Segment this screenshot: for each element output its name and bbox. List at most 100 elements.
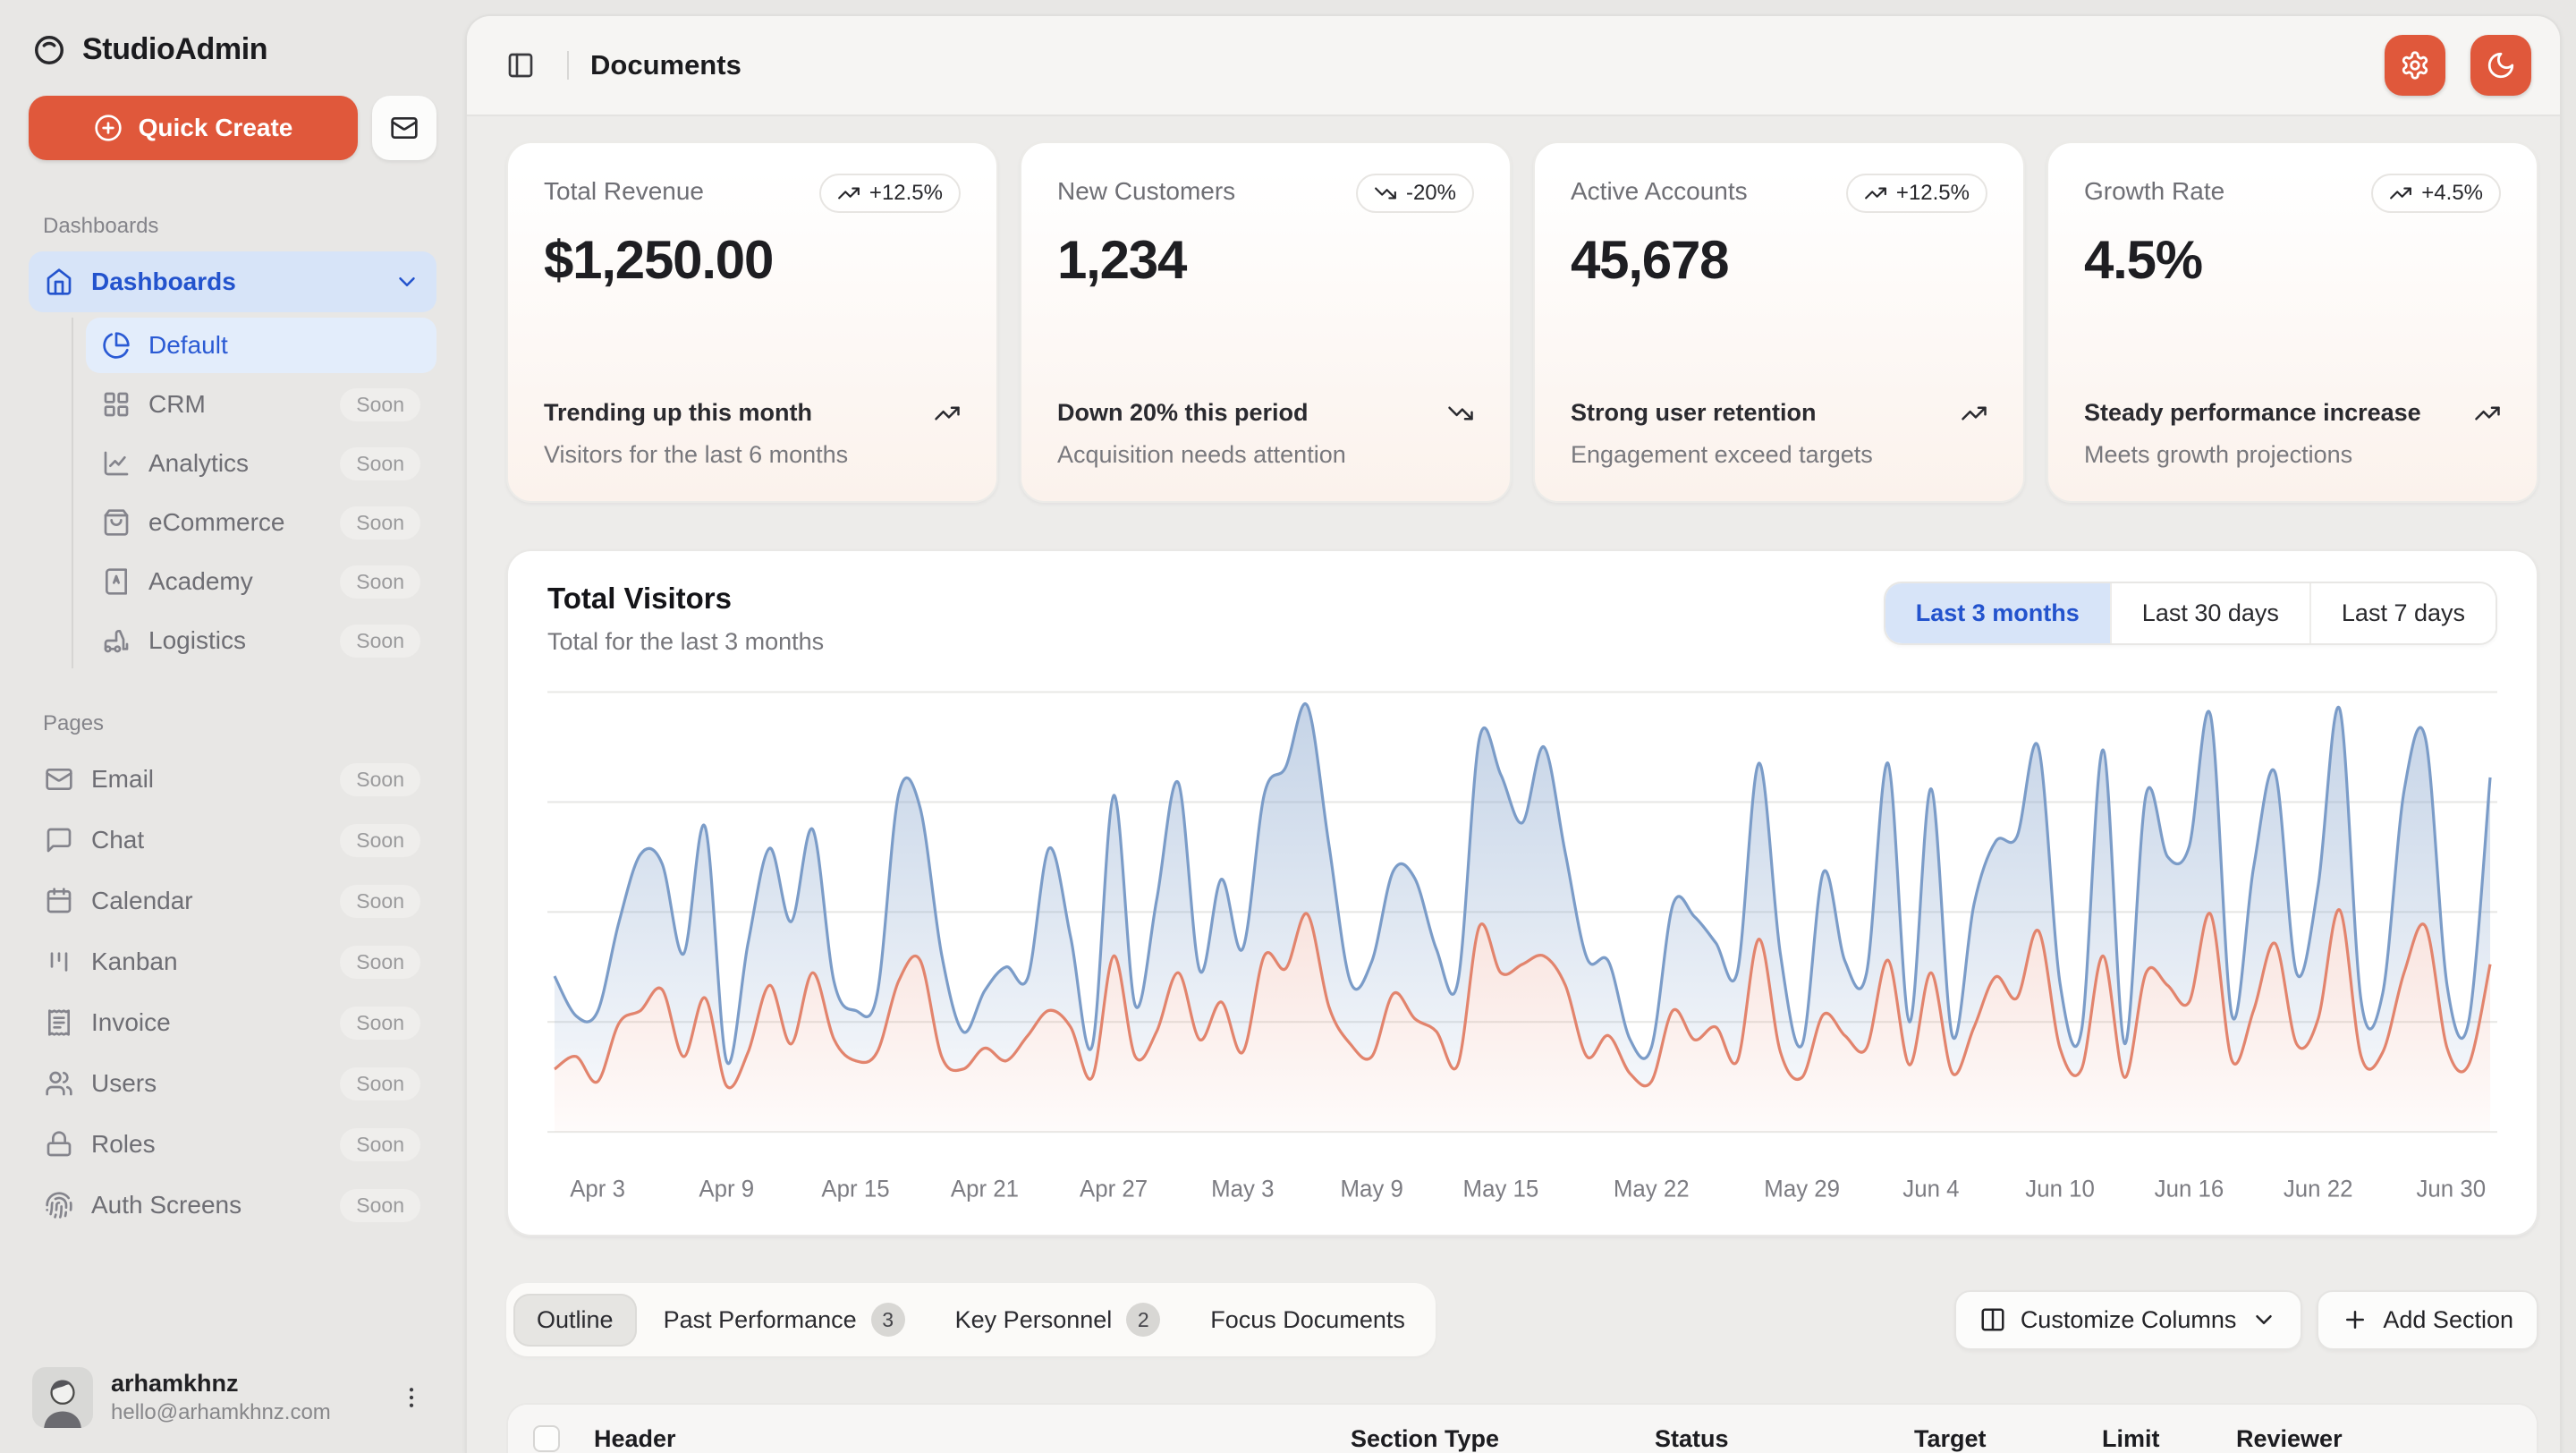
user-menu[interactable]: arhamkhnz hello@arhamkhnz.com [29, 1353, 436, 1432]
plus-icon [2342, 1306, 2368, 1333]
page-title: Documents [590, 49, 741, 81]
sidebar-group-label: Pages [29, 701, 436, 749]
sidebar-submenu: Default CRMSoon Analytics Soon eCommerce Soon… [72, 318, 436, 668]
sidebar-toggle-button[interactable] [496, 40, 546, 90]
stat-label: Active Accounts [1571, 174, 1748, 206]
sidebar-group-pages: PagesEmailSoonChatSoonCalendarSoonKanban… [29, 701, 436, 1236]
more-vertical-icon [398, 1384, 425, 1411]
tab-count-badge: 2 [1126, 1303, 1160, 1337]
add-section-button[interactable]: Add Section [2317, 1290, 2538, 1350]
app-name: StudioAdmin [82, 32, 267, 67]
sections-table: HeaderSection TypeStatusTargetLimitRevie… [506, 1403, 2538, 1453]
lock-icon [45, 1130, 73, 1159]
tab-past-performance[interactable]: Past Performance3 [640, 1290, 928, 1349]
trend-badge: -20% [1356, 174, 1474, 213]
sidebar-item-ecommerce[interactable]: eCommerce Soon [86, 495, 436, 550]
sidebar-item-label: Logistics [148, 626, 246, 655]
pie-chart-icon [102, 331, 131, 360]
stat-card-active-accounts: Active Accounts +12.5% 45,678 Strong use… [1533, 141, 2025, 503]
sidebar-item-users[interactable]: Users Soon [29, 1053, 436, 1114]
x-axis-tick: May 3 [1211, 1175, 1274, 1202]
book-icon [102, 567, 131, 596]
home-icon [45, 268, 73, 296]
inbox-button[interactable] [372, 96, 436, 160]
sidebar-item-label: Email [91, 765, 154, 794]
sidebar-item-analytics[interactable]: Analytics Soon [86, 436, 436, 491]
x-axis-tick: May 22 [1614, 1175, 1690, 1202]
select-all-checkbox[interactable] [533, 1425, 560, 1452]
x-axis-tick: Jun 22 [2284, 1175, 2353, 1202]
sidebar-item-email[interactable]: EmailSoon [29, 749, 436, 810]
stat-label: Growth Rate [2084, 174, 2224, 206]
stat-card-new-customers: New Customers -20% 1,234 Down 20% this p… [1020, 141, 1512, 503]
sidebar-item-label: Analytics [148, 449, 249, 478]
x-axis-tick: Jun 16 [2155, 1175, 2224, 1202]
x-axis-tick: Apr 27 [1080, 1175, 1148, 1202]
range-tab-last-7-days[interactable]: Last 7 days [2309, 583, 2496, 643]
soon-badge: Soon [340, 506, 420, 540]
sidebar-item-label: eCommerce [148, 508, 284, 537]
x-axis-tick: May 9 [1341, 1175, 1403, 1202]
column-header-section-type: Section Type [1351, 1425, 1655, 1453]
range-tab-last-30-days[interactable]: Last 30 days [2110, 583, 2309, 643]
sidebar-item-chat[interactable]: Chat Soon [29, 810, 436, 871]
theme-toggle-button[interactable] [2470, 35, 2531, 96]
stat-value: 4.5% [2084, 229, 2501, 291]
main-panel: Documents Total Revenue +12.5% $1,250.00 [465, 14, 2562, 1453]
range-tab-last-3-months[interactable]: Last 3 months [1885, 583, 2110, 643]
header-divider [567, 51, 569, 80]
message-square-icon [45, 826, 73, 854]
sidebar-item-crm[interactable]: CRMSoon [86, 377, 436, 432]
sidebar-item-label: Roles [91, 1130, 156, 1159]
sidebar-item-academy[interactable]: AcademySoon [86, 554, 436, 609]
sidebar-item-label: Kanban [91, 947, 178, 976]
sidebar-item-kanban[interactable]: KanbanSoon [29, 931, 436, 992]
sidebar-item-label: Calendar [91, 887, 193, 915]
sidebar-item-label: Chat [91, 826, 144, 854]
forklift-icon [102, 626, 131, 655]
soon-badge: Soon [340, 388, 420, 421]
x-axis-tick: Apr 3 [570, 1175, 625, 1202]
sidebar-item-roles[interactable]: Roles Soon [29, 1114, 436, 1175]
sidebar-item-label: Users [91, 1069, 157, 1098]
customize-columns-button[interactable]: Customize Columns [1954, 1290, 2303, 1350]
sidebar-item-invoice[interactable]: InvoiceSoon [29, 992, 436, 1053]
calendar-icon [45, 887, 73, 915]
sidebar-item-calendar[interactable]: Calendar Soon [29, 871, 436, 931]
stat-footer-title: Steady performance increase [2084, 396, 2462, 430]
stat-card-growth-rate: Growth Rate +4.5% 4.5% Steady performanc… [2046, 141, 2538, 503]
settings-button[interactable] [2385, 35, 2445, 96]
x-axis-tick: Apr 9 [699, 1175, 754, 1202]
sidebar-item-dashboards[interactable]: Dashboards [29, 251, 436, 312]
sidebar-item-label: Default [148, 331, 228, 360]
sidebar-item-logistics[interactable]: LogisticsSoon [86, 613, 436, 668]
quick-create-button[interactable]: Quick Create [29, 96, 358, 160]
avatar [32, 1367, 93, 1428]
tab-key-personnel[interactable]: Key Personnel2 [932, 1290, 1184, 1349]
x-axis-tick: Jun 4 [1902, 1175, 1959, 1202]
receipt-icon [45, 1008, 73, 1037]
soon-badge: Soon [340, 824, 420, 857]
sidebar-nav: DashboardsDashboardsDefaultCRMSoonAnalyt… [29, 203, 436, 1353]
stat-footer-title: Trending up this month [544, 396, 921, 430]
chart-line-icon [102, 449, 131, 478]
stat-value: $1,250.00 [544, 229, 961, 291]
stat-card-total-revenue: Total Revenue +12.5% $1,250.00 Trending … [506, 141, 998, 503]
kanban-icon [45, 947, 73, 976]
soon-badge: Soon [340, 885, 420, 918]
soon-badge: Soon [340, 447, 420, 480]
soon-badge: Soon [340, 1067, 420, 1100]
sidebar-item-label: Auth Screens [91, 1191, 242, 1219]
x-axis-tick: Jun 10 [2025, 1175, 2095, 1202]
layout-grid-icon [102, 390, 131, 419]
fingerprint-icon [45, 1191, 73, 1219]
tab-focus-documents[interactable]: Focus Documents [1187, 1294, 1428, 1347]
column-header-target: Target [1914, 1425, 2102, 1453]
stat-value: 45,678 [1571, 229, 1987, 291]
soon-badge: Soon [340, 1128, 420, 1161]
tab-outline[interactable]: Outline [513, 1294, 637, 1347]
user-options-button[interactable] [390, 1376, 433, 1419]
sidebar-item-default[interactable]: Default [86, 318, 436, 373]
sidebar-item-auth-screens[interactable]: Auth ScreensSoon [29, 1175, 436, 1236]
chevron-down-icon [394, 268, 420, 295]
